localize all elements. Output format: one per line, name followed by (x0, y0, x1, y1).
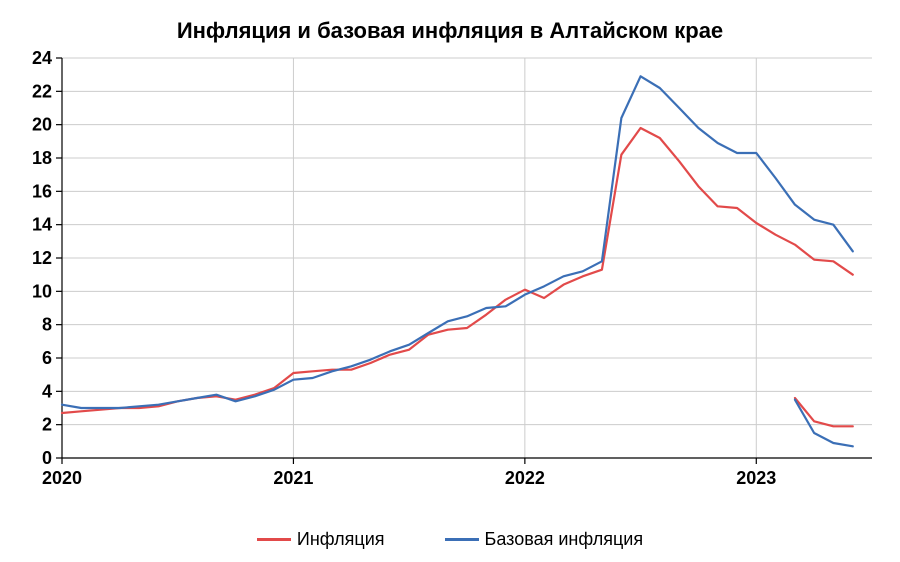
svg-text:2022: 2022 (505, 468, 545, 488)
svg-text:22: 22 (32, 81, 52, 101)
svg-text:2020: 2020 (42, 468, 82, 488)
inflation-chart: Инфляция и базовая инфляция в Алтайском … (0, 0, 900, 562)
legend-item-core-inflation: Базовая инфляция (445, 529, 644, 550)
svg-text:2: 2 (42, 415, 52, 435)
svg-text:20: 20 (32, 115, 52, 135)
svg-text:8: 8 (42, 315, 52, 335)
svg-text:6: 6 (42, 348, 52, 368)
svg-text:10: 10 (32, 281, 52, 301)
svg-text:0: 0 (42, 448, 52, 468)
svg-text:4: 4 (42, 381, 52, 401)
legend-swatch-inflation (257, 538, 291, 541)
legend-label-inflation: Инфляция (297, 529, 385, 550)
chart-plot: 0246810121416182022242020202120222023 (0, 0, 900, 562)
svg-text:16: 16 (32, 181, 52, 201)
legend-label-core-inflation: Базовая инфляция (485, 529, 644, 550)
chart-legend: Инфляция Базовая инфляция (0, 529, 900, 550)
svg-text:12: 12 (32, 248, 52, 268)
svg-text:24: 24 (32, 48, 52, 68)
legend-item-inflation: Инфляция (257, 529, 385, 550)
svg-text:2023: 2023 (736, 468, 776, 488)
svg-text:18: 18 (32, 148, 52, 168)
legend-swatch-core-inflation (445, 538, 479, 541)
svg-text:2021: 2021 (273, 468, 313, 488)
svg-text:14: 14 (32, 215, 52, 235)
